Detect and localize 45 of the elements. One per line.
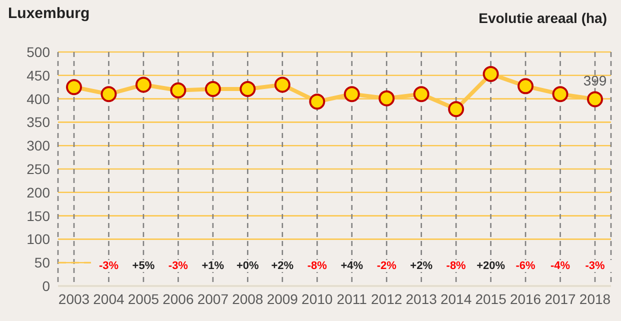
x-tick-label: 2010 bbox=[302, 290, 333, 307]
annotation: -3% bbox=[160, 260, 196, 272]
annotation: -3% bbox=[90, 260, 127, 272]
y-tick-label: 0 bbox=[42, 278, 50, 294]
x-tick-label: 2005 bbox=[128, 290, 160, 307]
annotation: +2% bbox=[264, 260, 300, 272]
y-tick-label: 350 bbox=[26, 114, 50, 130]
y-tick-label: 150 bbox=[26, 208, 50, 224]
x-tick-label: 2015 bbox=[475, 290, 507, 307]
x-tick-label: 2011 bbox=[336, 290, 368, 307]
data-label: 399 bbox=[583, 72, 607, 88]
x-tick-label: 2012 bbox=[371, 290, 402, 307]
x-tick-label: 2007 bbox=[197, 290, 229, 307]
x-tick-label: 2016 bbox=[510, 290, 542, 307]
annotation: +0% bbox=[230, 260, 266, 272]
x-tick-label: 2014 bbox=[440, 290, 472, 307]
y-tick-label: 500 bbox=[26, 44, 50, 60]
x-tick-label: 2018 bbox=[579, 290, 611, 307]
y-tick-label: 100 bbox=[26, 231, 50, 248]
annotation: -8% bbox=[299, 260, 336, 272]
x-tick-label: 2017 bbox=[544, 290, 576, 307]
annotation: +1% bbox=[194, 260, 231, 272]
y-tick-label: 450 bbox=[26, 67, 50, 84]
y-tick-label: 400 bbox=[26, 90, 50, 107]
y-tick-label: 200 bbox=[26, 184, 50, 200]
annotation: -6% bbox=[508, 260, 544, 272]
y-tick-label: 250 bbox=[26, 160, 50, 177]
annotation: +20% bbox=[472, 260, 509, 272]
annotation: -2% bbox=[368, 260, 405, 272]
chart-title: Luxemburg bbox=[8, 5, 90, 22]
chart-subtitle: Evolutie areaal (ha) bbox=[478, 10, 607, 26]
x-tick-label: 2003 bbox=[58, 290, 90, 307]
x-tick-label: 2008 bbox=[232, 290, 264, 307]
y-tick-label: 300 bbox=[26, 138, 50, 154]
annotation: +4% bbox=[334, 260, 370, 272]
x-tick-label: 2009 bbox=[266, 290, 298, 307]
x-tick-label: 2013 bbox=[406, 290, 438, 307]
annotation: -4% bbox=[542, 260, 578, 272]
annotation: -3% bbox=[577, 260, 613, 272]
x-tick-label: 2004 bbox=[93, 290, 125, 307]
x-tick-label: 2006 bbox=[162, 290, 194, 307]
annotation: -8% bbox=[438, 260, 474, 272]
annotation: +2% bbox=[403, 260, 440, 272]
annotation: +5% bbox=[125, 260, 162, 272]
y-tick-label: 50 bbox=[34, 254, 50, 271]
